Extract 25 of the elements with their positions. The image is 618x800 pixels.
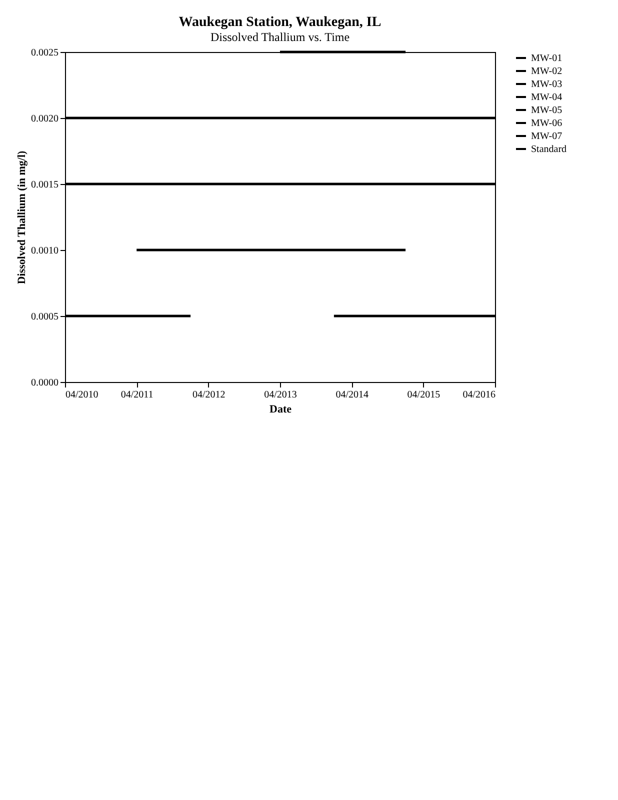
- legend-label: MW-04: [531, 92, 562, 103]
- legend-label: MW-07: [531, 131, 562, 142]
- x-tick-label: 04/2014: [336, 390, 368, 400]
- chart-subtitle: Dissolved Thallium vs. Time: [210, 30, 350, 44]
- legend-label: MW-01: [531, 53, 562, 64]
- legend-label: MW-02: [531, 66, 562, 77]
- x-axis-title: Date: [270, 404, 292, 416]
- y-tick-label: 0.0010: [31, 246, 58, 256]
- y-axis-title: Dissolved Thallium (in mg/l): [16, 150, 28, 284]
- y-tick-label: 0.0005: [31, 312, 58, 322]
- chart-title: Waukegan Station, Waukegan, IL: [178, 15, 382, 30]
- x-tick-label: 04/2013: [264, 390, 297, 400]
- x-tick-label: 04/2016: [462, 390, 496, 400]
- x-tick-label: 04/2015: [407, 390, 440, 400]
- legend-label: MW-05: [531, 105, 562, 116]
- x-tick-label: 04/2011: [120, 390, 154, 400]
- legend-label: Standard: [531, 144, 567, 155]
- y-tick-label: 0.0025: [31, 48, 58, 58]
- legend-label: MW-03: [531, 79, 562, 90]
- y-tick-label: 0.0015: [31, 180, 58, 190]
- legend-label: MW-06: [531, 118, 562, 129]
- y-tick-label: 0.0020: [31, 114, 58, 124]
- y-tick-label: 0.0000: [31, 378, 58, 388]
- x-tick-label: 04/2012: [192, 390, 226, 400]
- x-tick-label: 04/2010: [66, 390, 98, 400]
